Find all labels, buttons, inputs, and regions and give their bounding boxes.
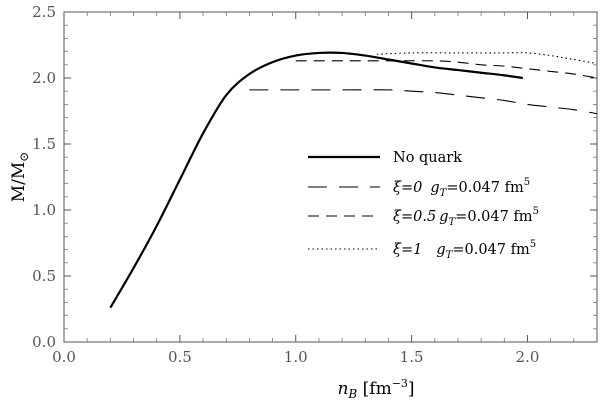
series-line-1 bbox=[249, 89, 597, 115]
legend-label-xi-0: ξ=0 gT=0.047 fm5 bbox=[393, 177, 530, 199]
x-axis-label: nB [fm−3] bbox=[337, 377, 414, 401]
x-tick-label: 1.0 bbox=[284, 348, 308, 366]
y-tick-label: 2.0 bbox=[32, 69, 56, 87]
x-tick-label: 0.0 bbox=[52, 348, 76, 366]
series-line-2 bbox=[295, 60, 597, 79]
legend: No quark ξ=0 gT=0.047 fm5 ξ=0.5 gT=0.047 f… bbox=[308, 150, 539, 261]
y-tick-label: 0.5 bbox=[32, 267, 56, 285]
y-axis: 0.0 0.5 1.0 1.5 2.0 2.5 bbox=[32, 3, 597, 351]
y-tick-label: 1.5 bbox=[32, 135, 56, 153]
x-tick-label: 1.5 bbox=[400, 348, 424, 366]
x-axis: 0.0 0.5 1.0 1.5 2.0 bbox=[52, 12, 575, 366]
series-line-0 bbox=[109, 51, 523, 309]
series-layer bbox=[109, 51, 597, 309]
legend-label-no-quark: No quark bbox=[393, 150, 462, 166]
series-line-3 bbox=[376, 52, 597, 65]
y-tick-label: 0.0 bbox=[32, 333, 56, 351]
plot-frame bbox=[63, 11, 598, 343]
legend-label-xi-0-5: ξ=0.5 gT=0.047 fm5 bbox=[393, 206, 539, 228]
y-tick-label: 2.5 bbox=[32, 3, 56, 21]
y-axis-label: M/M⊙ bbox=[9, 152, 31, 203]
x-tick-label: 2.0 bbox=[516, 348, 540, 366]
legend-label-xi-1: ξ=1 gT=0.047 fm5 bbox=[393, 239, 536, 261]
y-tick-label: 1.0 bbox=[32, 201, 56, 219]
x-tick-label: 0.5 bbox=[168, 348, 192, 366]
